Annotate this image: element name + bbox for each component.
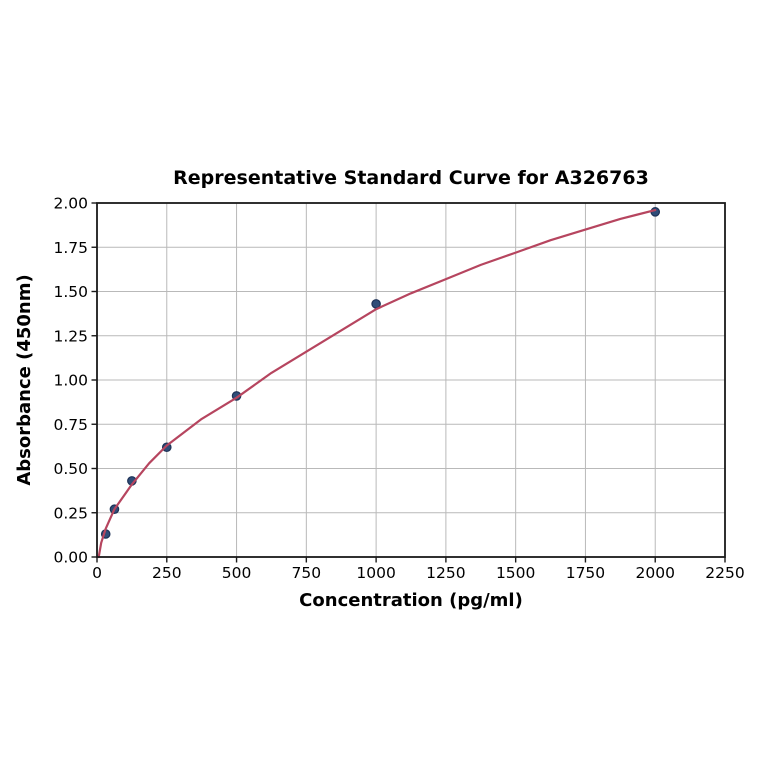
series-layer	[97, 207, 661, 559]
y-tick-label: 0.50	[53, 460, 88, 478]
y-tick-label: 0.25	[53, 504, 88, 522]
y-tick-label: 1.75	[53, 239, 88, 257]
x-tick-label: 1000	[356, 564, 395, 582]
tick-layer	[91, 202, 726, 563]
x-tick-label: 2000	[635, 564, 674, 582]
grid-layer	[96, 202, 726, 558]
chart-title: Representative Standard Curve for A32676…	[173, 167, 649, 189]
y-tick-label: 0.75	[53, 416, 88, 434]
x-tick-label: 500	[222, 564, 252, 582]
fit-curve	[97, 209, 657, 559]
x-tick-label: 750	[292, 564, 322, 582]
y-tick-label: 1.25	[53, 327, 88, 345]
x-tick-label: 0	[92, 564, 102, 582]
x-tick-label: 1750	[566, 564, 605, 582]
y-tick-label: 1.00	[53, 372, 88, 390]
x-axis-label: Concentration (pg/ml)	[299, 590, 523, 611]
x-tick-label: 2250	[705, 564, 744, 582]
y-tick-label: 2.00	[53, 195, 88, 213]
plot-border	[96, 202, 726, 558]
tick-label-layer: 0 250 500 750 1000 1250 1500 1750 2000 2250 0.00 0.…	[53, 195, 744, 583]
x-tick-label: 1500	[496, 564, 535, 582]
x-tick-label: 250	[152, 564, 182, 582]
x-tick-label: 1250	[426, 564, 465, 582]
y-tick-label: 0.00	[53, 549, 88, 567]
y-tick-label: 1.50	[53, 283, 88, 301]
y-axis-label: Absorbance (450nm)	[14, 274, 35, 485]
